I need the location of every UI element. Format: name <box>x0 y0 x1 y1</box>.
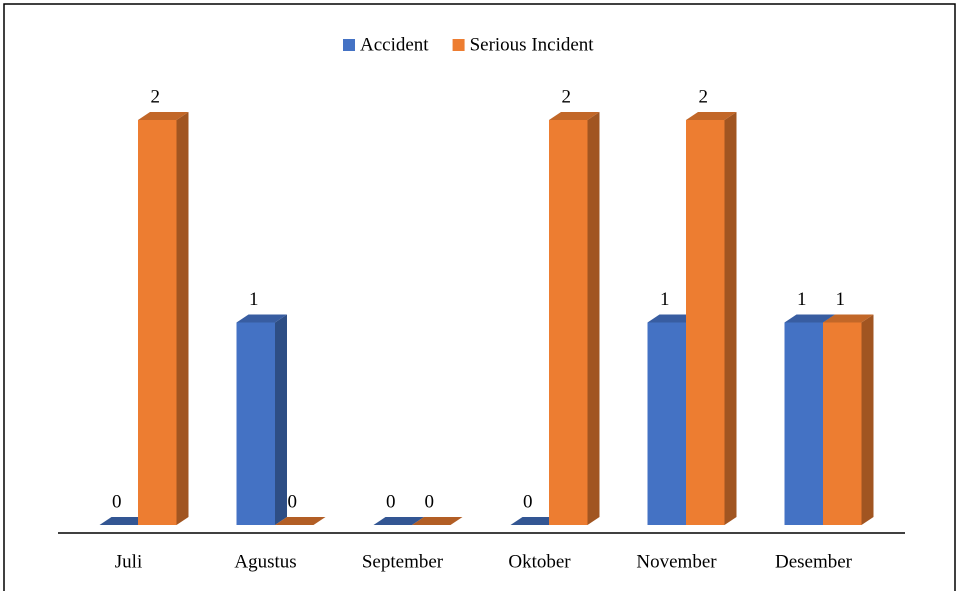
bar <box>510 517 561 525</box>
bar <box>373 517 424 525</box>
bar-side <box>587 112 600 525</box>
bar-front <box>236 322 275 525</box>
data-label: 1 <box>660 289 670 310</box>
bar-side <box>275 314 287 525</box>
bar-top <box>686 112 737 120</box>
bar <box>686 112 737 525</box>
bar-top <box>549 112 600 120</box>
bar-front <box>647 322 686 525</box>
chart-border <box>3 3 956 591</box>
legend-label: Serious Incident <box>470 34 595 55</box>
bar <box>549 112 600 525</box>
bar-front <box>823 322 862 525</box>
data-label: 2 <box>699 86 709 107</box>
legend-label: Accident <box>360 34 429 55</box>
legend-swatch <box>452 39 465 51</box>
bar-top <box>99 517 150 525</box>
bar-top <box>823 314 874 323</box>
bar-front <box>784 322 823 525</box>
bar-top <box>784 314 835 323</box>
x-tick-label: Juli <box>115 551 142 572</box>
data-label: 2 <box>562 86 572 107</box>
x-tick-label: November <box>636 551 717 572</box>
data-label: 1 <box>797 289 807 310</box>
x-tick-label: Agustus <box>234 551 296 572</box>
bar <box>412 517 463 525</box>
bar-side <box>861 314 874 525</box>
data-label: 0 <box>386 491 396 512</box>
bar-top <box>412 517 463 525</box>
bar-top <box>510 517 561 525</box>
bar-top <box>275 517 326 525</box>
bar-top <box>647 314 698 323</box>
bar <box>823 314 874 525</box>
x-tick-label: Desember <box>775 551 853 572</box>
bar-side <box>176 112 189 525</box>
bar-top <box>236 314 287 323</box>
bar <box>236 314 287 525</box>
x-tick-label: Oktober <box>508 551 571 572</box>
bar <box>99 517 150 525</box>
bar-top <box>138 112 189 120</box>
data-label: 0 <box>288 491 298 512</box>
bar-top <box>373 517 424 525</box>
bar <box>275 517 326 525</box>
data-label: 1 <box>249 289 259 310</box>
data-label: 0 <box>425 491 435 512</box>
bar <box>138 112 189 525</box>
bar-side <box>724 112 737 525</box>
data-label: 1 <box>836 289 846 310</box>
data-label: 0 <box>523 491 533 512</box>
data-label: 0 <box>112 491 122 512</box>
bar-front <box>138 120 177 525</box>
data-label: 2 <box>151 86 161 107</box>
bar-front <box>549 120 588 525</box>
bar-front <box>686 120 725 525</box>
legend-swatch <box>343 39 355 51</box>
x-tick-label: September <box>362 551 444 572</box>
